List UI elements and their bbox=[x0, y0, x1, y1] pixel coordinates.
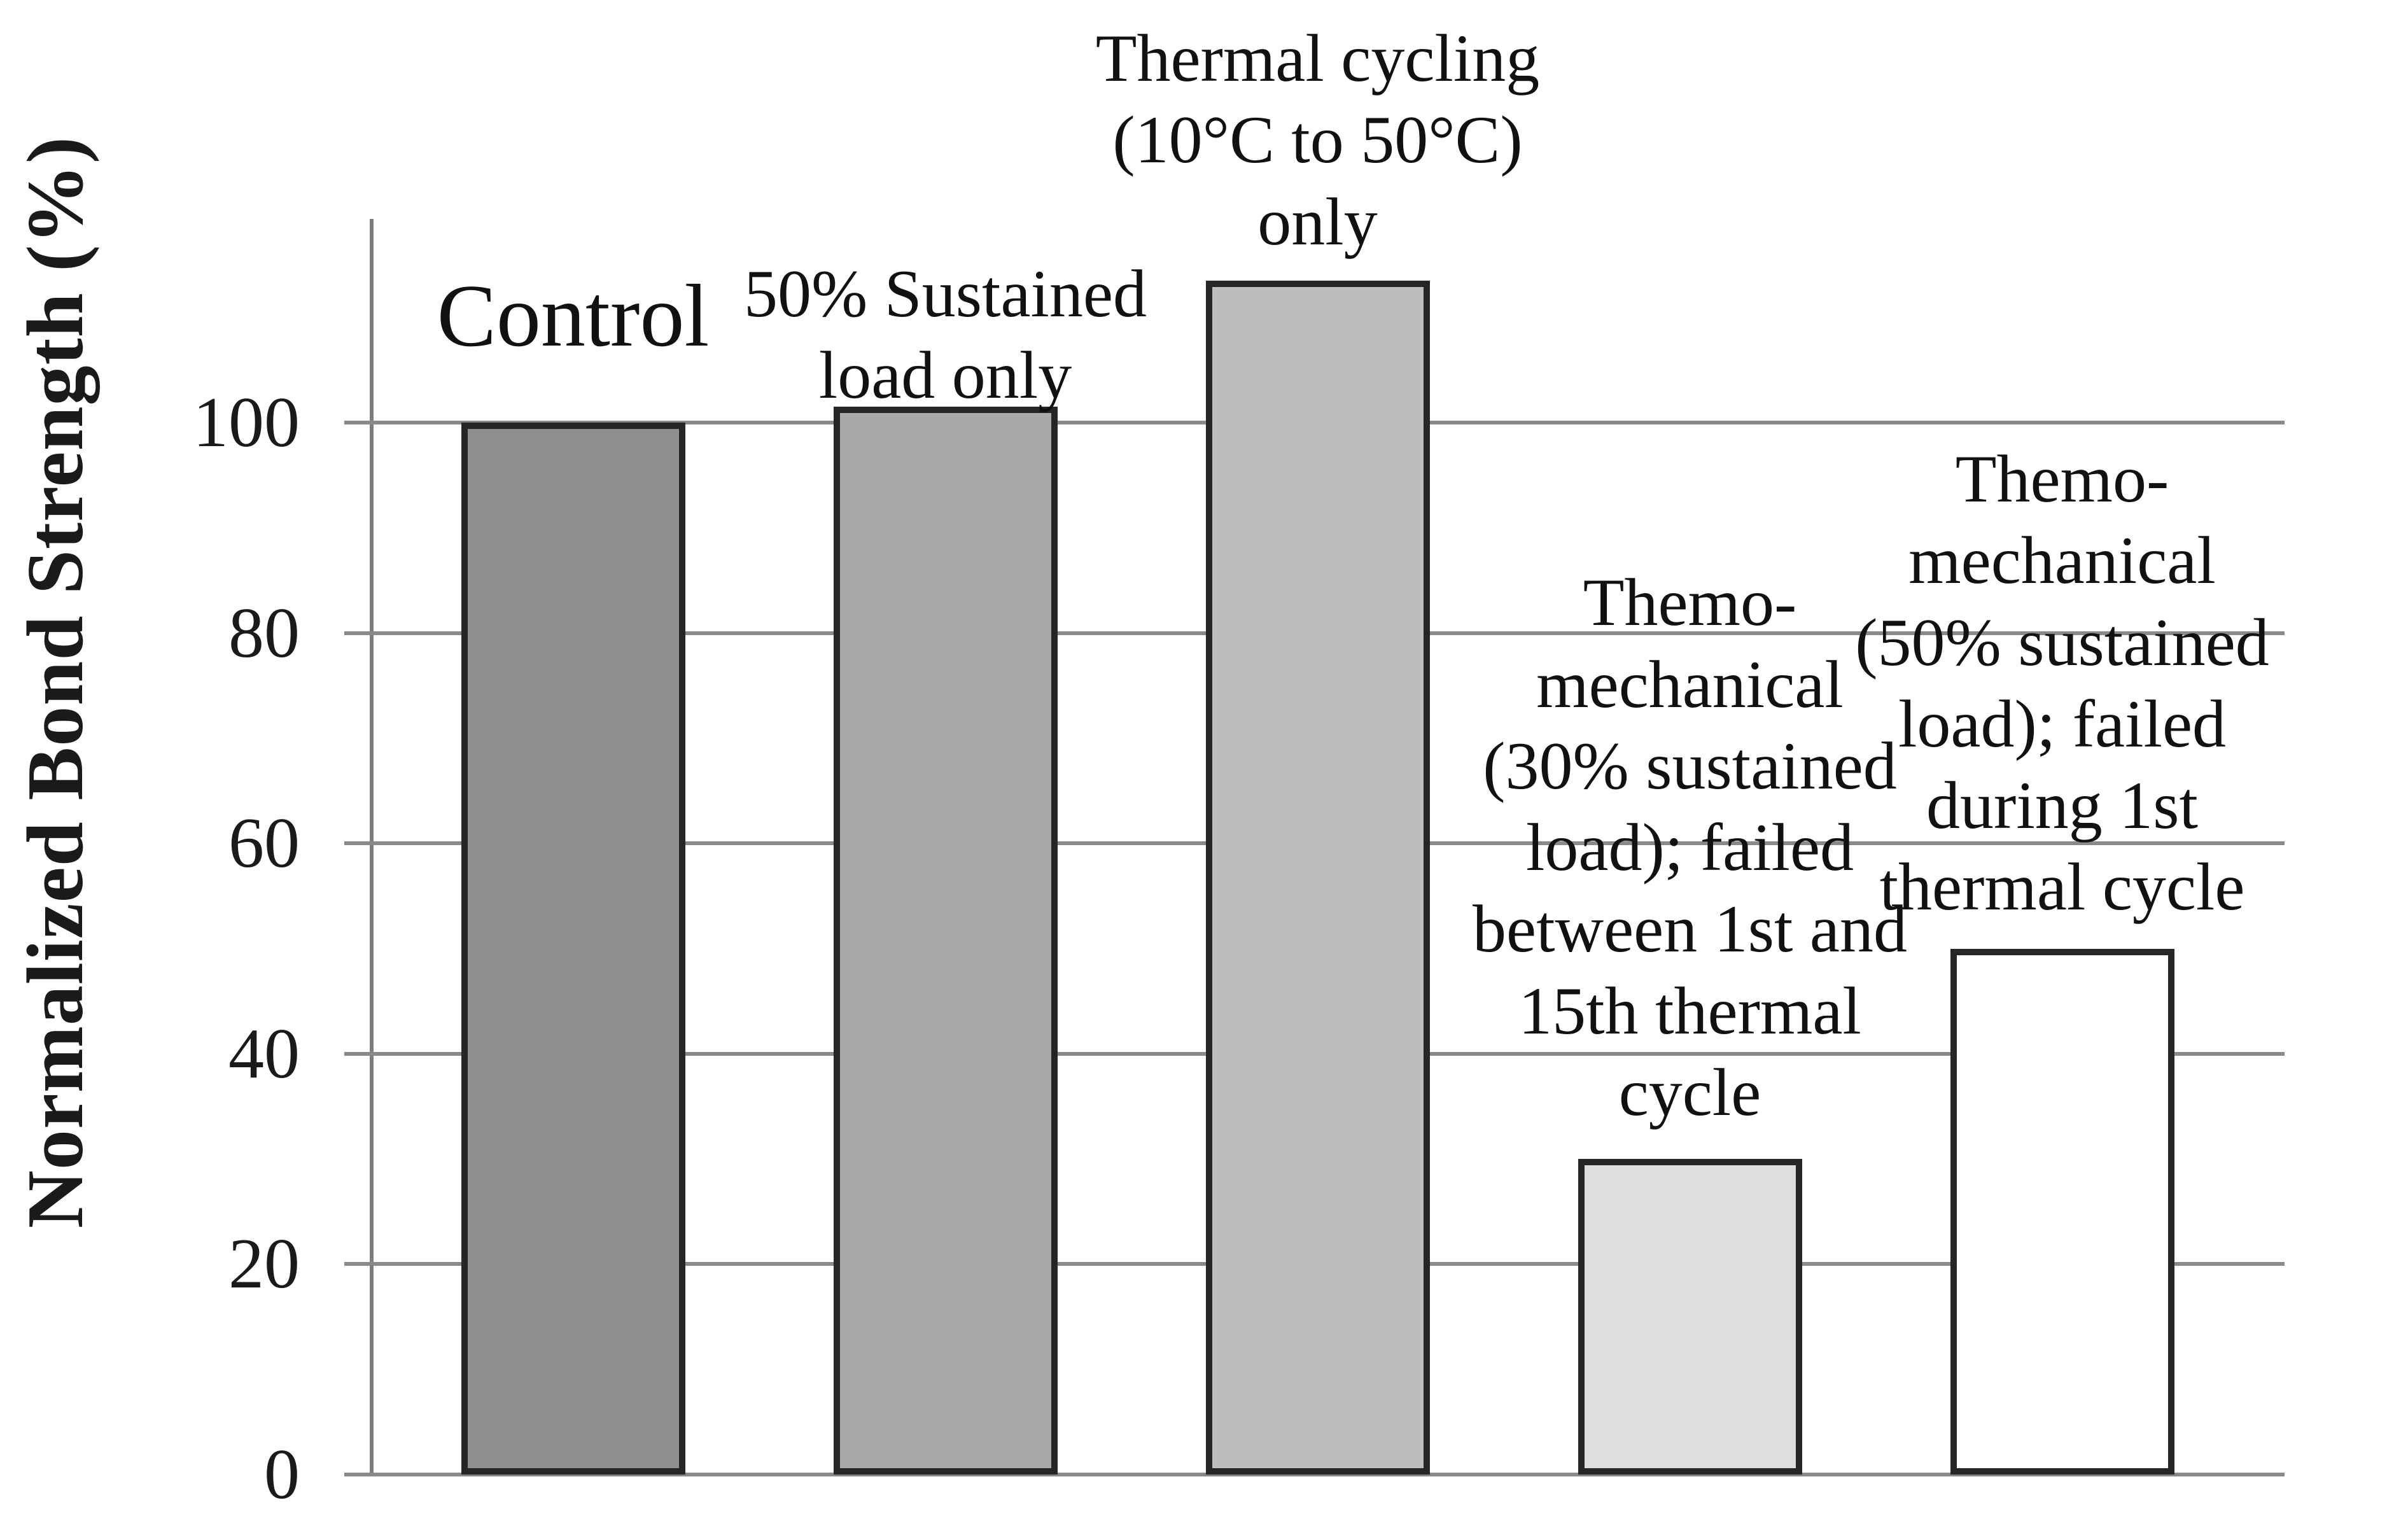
bar-label-bar-thermomechanical-50: Themo- mechanical (50% sustained load); … bbox=[1855, 442, 2269, 925]
y-tick-mark bbox=[344, 1262, 374, 1266]
bar-slot: Control bbox=[387, 219, 759, 1475]
bar-thermomechanical-30 bbox=[1578, 1159, 1802, 1475]
bar-label-bar-control: Control bbox=[437, 267, 710, 365]
y-tick-mark bbox=[344, 1051, 374, 1056]
bar-sustained-load-only bbox=[833, 407, 1058, 1475]
y-tick-mark bbox=[344, 841, 374, 846]
y-tick-label: 60 bbox=[228, 804, 300, 883]
y-axis-title: Normalized Bond Strength (%) bbox=[11, 136, 100, 1229]
bar-slot: Thermal cycling (10°C to 50°C) only bbox=[1096, 21, 1539, 1475]
bar-label-bar-thermomechanical-30: Themo- mechanical (30% sustained load); … bbox=[1473, 565, 1907, 1130]
bar-slot: 50% Sustained load only bbox=[744, 219, 1147, 1475]
bar-control bbox=[461, 423, 685, 1475]
y-tick-label: 20 bbox=[228, 1224, 300, 1304]
bar-thermomechanical-50 bbox=[1950, 948, 2174, 1475]
y-tick-label: 80 bbox=[228, 593, 300, 673]
y-tick-mark bbox=[344, 421, 374, 424]
y-tick-mark bbox=[344, 631, 374, 635]
y-tick-mark bbox=[344, 1473, 374, 1476]
bar-label-bar-thermal-cycling-only: Thermal cycling (10°C to 50°C) only bbox=[1095, 21, 1540, 259]
bar-thermal-cycling-only bbox=[1205, 280, 1430, 1475]
bars-layer: Control 50% Sustained load only Thermal cy… bbox=[374, 21, 2285, 1475]
gridline-0 bbox=[374, 1473, 2285, 1476]
y-tick-label: 40 bbox=[228, 1014, 300, 1093]
plot-area: 0 20 40 60 80 100 Control 50% Sustained load o… bbox=[193, 21, 2285, 1510]
bar-slot: Themo- mechanical (30% sustained load); … bbox=[1473, 219, 1907, 1475]
bar-slot: Themo- mechanical (50% sustained load); … bbox=[1855, 219, 2269, 1475]
y-tick-label: 100 bbox=[193, 383, 300, 462]
y-axis-line bbox=[370, 219, 374, 1476]
y-tick-label: 0 bbox=[264, 1435, 300, 1514]
bar-label-bar-sustained-load-only: 50% Sustained load only bbox=[744, 256, 1147, 412]
